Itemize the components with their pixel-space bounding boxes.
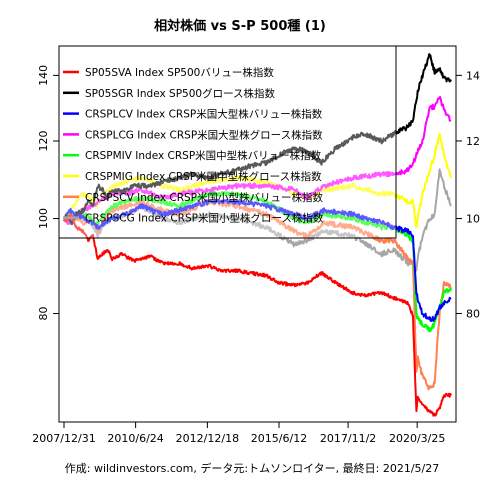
legend-label: CRSPMIV Index CRSP米国中型株バリュー株指数 (85, 149, 322, 162)
series-line-1 (63, 213, 452, 417)
series-line-3 (63, 198, 452, 322)
legend-label: SP05SGR Index SP500グロース株指数 (85, 87, 276, 100)
x-tick-label: 2010/6/24 (107, 432, 163, 445)
y-tick-label-right: 80 (466, 308, 480, 321)
axis-layer: 80 80 100 100 120 120 140 140 2007/12/31 2010/6/2… (32, 45, 480, 445)
y-tick-label-left: 100 (37, 208, 50, 229)
series-line-4 (63, 95, 452, 225)
legend-label: CRSPSCG Index CRSP米国小型株グロース株指数 (85, 212, 324, 225)
y-tick-label-right: 100 (466, 213, 480, 226)
series-line-5 (63, 190, 452, 333)
x-tick-label: 2020/3/25 (389, 432, 445, 445)
series-line-7 (63, 199, 452, 391)
x-tick-label: 2017/11/2 (320, 432, 376, 445)
x-tick-label: 2015/6/12 (251, 432, 307, 445)
plot-layer (63, 53, 452, 417)
chart-caption: 作成: wildinvestors.com, データ元:トムソンロイター, 最終… (65, 461, 439, 475)
y-tick-label-right: 140 (466, 69, 480, 82)
series-line-6 (63, 132, 452, 229)
legend-label: CRSPLCG Index CRSP米国大型株グロース株指数 (85, 128, 323, 141)
legend-label: CRSPLCV Index CRSP米国大型株バリュー株指数 (85, 108, 323, 121)
y-tick-label-left: 140 (37, 65, 50, 86)
legend-label: CRSPMIG Index CRSP米国中型株グロース株指数 (85, 170, 322, 183)
y-tick-label-left: 80 (37, 307, 50, 321)
x-tick-label: 2012/12/18 (176, 432, 239, 445)
chart-title: 相対株価 vs S-P 500種 (1) (154, 18, 326, 34)
legend: SP05SVA Index SP500バリュー株指数 SP05SGR Index … (58, 45, 397, 239)
series-line-2 (63, 53, 452, 226)
x-tick-label: 2007/12/31 (32, 432, 95, 445)
y-tick-label-right: 120 (466, 135, 480, 148)
legend-label: CRSPSCV Index CRSP米国小型株バリュー株指数 (85, 191, 324, 204)
legend-label: SP05SVA Index SP500バリュー株指数 (85, 66, 274, 79)
series-line-8 (63, 168, 452, 272)
y-tick-label-left: 120 (37, 130, 50, 151)
legend-box (58, 45, 397, 239)
